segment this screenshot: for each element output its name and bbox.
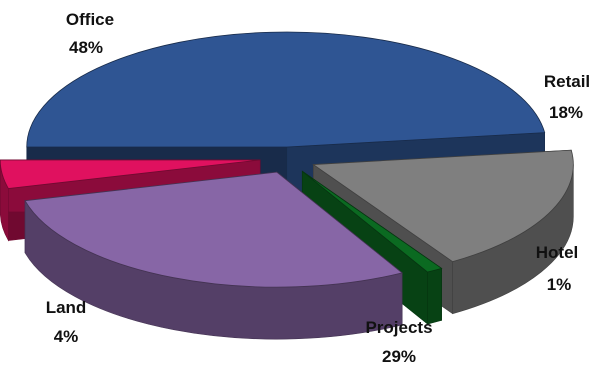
slice-percent-hotel: 1%: [547, 275, 572, 294]
slice-top-face: [0, 159, 261, 189]
slice-percent-office: 48%: [69, 38, 103, 57]
slice-percent-land: 4%: [54, 327, 79, 346]
slice-label-office: Office 48%: [66, 10, 114, 57]
slice-percent-projects: 29%: [382, 347, 416, 366]
slice-outer-wall: [427, 267, 442, 325]
slice-percent-retail: 18%: [549, 103, 583, 122]
pie-slice-projects: [24, 171, 404, 340]
slice-name-office: Office: [66, 10, 114, 29]
slice-label-hotel: Hotel 1%: [536, 243, 579, 294]
slice-label-projects: Projects 29%: [365, 318, 432, 366]
slice-top-face: [302, 170, 443, 273]
slice-label-land: Land 4%: [46, 298, 87, 346]
slice-top-face: [312, 149, 574, 263]
pie-slices: [0, 31, 574, 340]
slice-name-land: Land: [46, 298, 87, 317]
slice-top-face: [24, 171, 404, 288]
slice-name-hotel: Hotel: [536, 243, 579, 262]
slice-name-projects: Projects: [365, 318, 432, 337]
slice-label-retail: Retail 18%: [544, 72, 590, 122]
slice-top-face: [26, 31, 546, 148]
slice-name-retail: Retail: [544, 72, 590, 91]
